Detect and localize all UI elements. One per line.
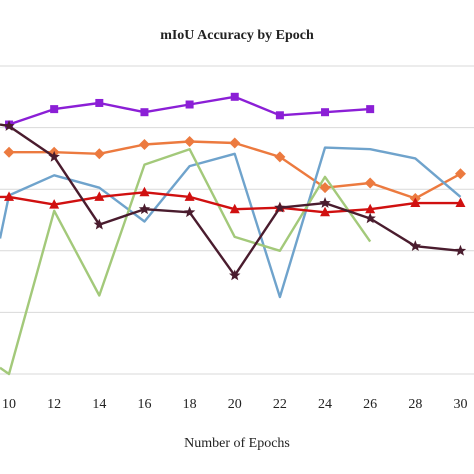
series-5: [0, 186, 466, 217]
data-point: [365, 203, 376, 214]
data-point: [409, 240, 422, 252]
data-point: [229, 203, 240, 214]
data-point: [48, 150, 60, 162]
x-tick-label: 28: [408, 397, 422, 412]
data-point: [185, 100, 194, 109]
x-tick-label: 12: [47, 397, 61, 412]
data-point: [184, 191, 195, 201]
series-line: [0, 123, 461, 277]
x-tick-label: 20: [228, 397, 242, 412]
series-6: [0, 120, 467, 281]
grid: [0, 65, 474, 375]
data-point: [230, 92, 239, 101]
data-point: [3, 120, 15, 131]
data-point: [364, 177, 376, 189]
data-point: [366, 105, 375, 114]
data-point: [229, 269, 241, 281]
data-point: [455, 197, 466, 208]
x-tick-label: 22: [273, 397, 287, 412]
data-point: [138, 139, 150, 151]
series-3: [0, 146, 462, 299]
data-point: [4, 191, 15, 201]
x-tick-labels: 10 12 14 16 18 20 22 24 26 28 30: [2, 397, 467, 412]
data-point: [275, 111, 284, 120]
data-point: [319, 182, 331, 194]
data-point: [138, 203, 151, 215]
data-point: [321, 108, 330, 117]
x-tick-label: 26: [363, 397, 377, 412]
data-point: [183, 206, 196, 218]
data-point: [184, 135, 196, 147]
data-point: [364, 212, 376, 224]
series-line: [0, 146, 462, 299]
data-point: [95, 98, 104, 107]
series-line: [0, 147, 372, 376]
data-point: [140, 108, 149, 117]
series-layer: [0, 92, 467, 376]
data-point: [319, 197, 331, 208]
series-1: [5, 92, 375, 129]
data-point: [274, 151, 286, 163]
data-point: [410, 197, 421, 208]
data-point: [3, 146, 15, 158]
data-point: [94, 191, 105, 201]
data-point: [320, 206, 331, 217]
series-4: [0, 147, 372, 376]
data-point: [50, 105, 59, 114]
data-point: [93, 218, 106, 230]
data-point: [454, 168, 466, 180]
x-tick-label: 24: [318, 397, 332, 412]
series-2: [3, 135, 466, 204]
x-tick-label: 16: [137, 397, 151, 412]
data-point: [229, 137, 241, 149]
x-tick-label: 10: [2, 397, 16, 412]
data-point: [454, 244, 467, 256]
x-tick-label: 14: [92, 397, 106, 412]
series-line: [0, 191, 461, 214]
data-point: [49, 199, 60, 209]
x-tick-label: 30: [453, 397, 467, 412]
data-point: [139, 186, 150, 197]
x-axis-label: Number of Epochs: [184, 436, 290, 451]
data-point: [93, 148, 105, 160]
data-point: [274, 201, 286, 213]
chart-title: mIoU Accuracy by Epoch: [160, 28, 314, 43]
x-tick-label: 18: [183, 397, 197, 412]
